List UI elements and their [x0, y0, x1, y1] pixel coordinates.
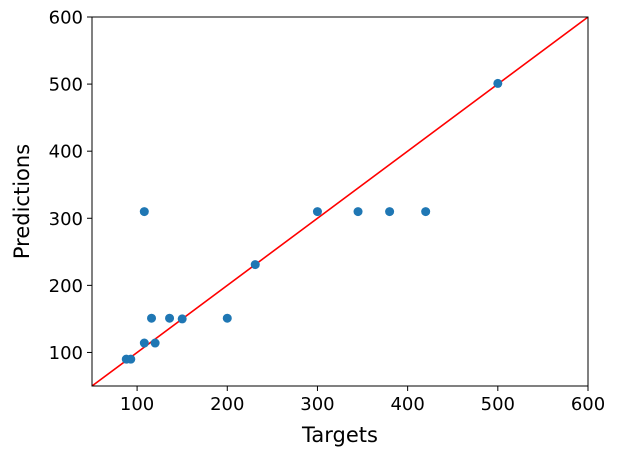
y-tick-label: 300: [49, 209, 83, 230]
scatter-point: [222, 313, 232, 323]
x-tick-label: 200: [210, 394, 244, 415]
y-tick-label: 200: [49, 276, 83, 297]
scatter-point: [250, 260, 260, 270]
y-tick-label: 100: [49, 343, 83, 364]
x-axis-ticks: 100 200 300 400 500 600: [120, 386, 605, 415]
scatter-point: [177, 314, 187, 324]
scatter-point: [139, 338, 149, 348]
scatter-point: [353, 207, 363, 217]
x-tick-label: 600: [571, 394, 605, 415]
scatter-point: [165, 313, 175, 323]
y-tick-label: 500: [49, 75, 83, 96]
scatter-point: [312, 207, 322, 217]
reference-line: [92, 17, 588, 386]
x-tick-label: 100: [120, 394, 154, 415]
plot-frame: [91, 16, 589, 387]
y-tick-label: 600: [49, 8, 83, 29]
x-axis-label: Targets: [301, 423, 378, 447]
y-tick-label: 400: [49, 142, 83, 163]
scatter-point: [385, 207, 395, 217]
scatter-point: [147, 313, 157, 323]
x-tick-label: 400: [390, 394, 424, 415]
scatter-point: [126, 354, 136, 364]
scatter-point: [139, 207, 149, 217]
scatter-point: [421, 207, 431, 217]
y-axis-ticks: 100 200 300 400 500 600: [49, 8, 92, 364]
plot-marks: [92, 17, 588, 386]
scatter-point: [493, 78, 503, 88]
x-tick-label: 300: [300, 394, 334, 415]
x-tick-label: 500: [481, 394, 515, 415]
scatter-point: [150, 338, 160, 348]
y-axis-label: Predictions: [10, 144, 34, 259]
